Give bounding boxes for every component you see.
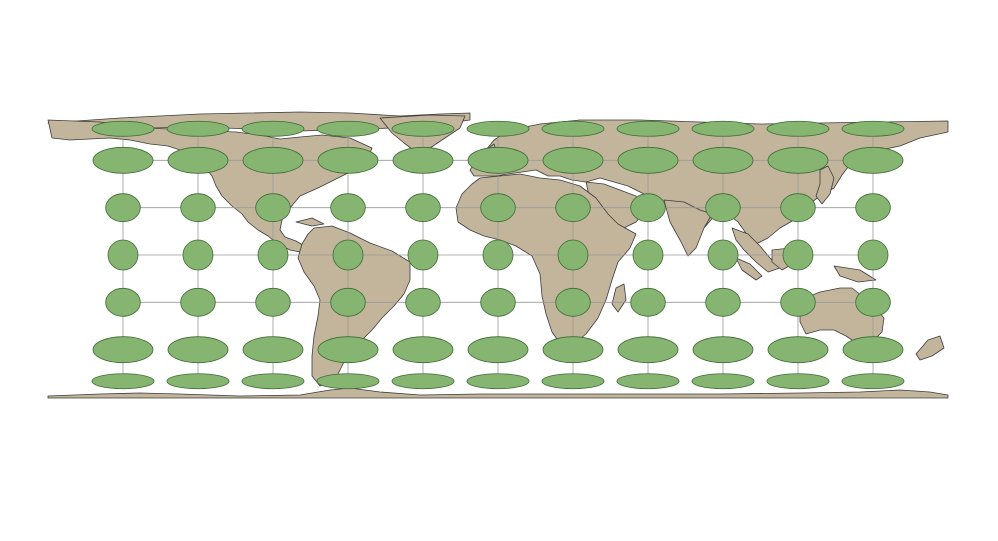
- tissot-indicatrix: [616, 373, 680, 390]
- tissot-indicatrix: [255, 287, 291, 317]
- tissot-indicatrix: [857, 239, 889, 271]
- tissot-indicatrix: [767, 146, 829, 174]
- tissot-indicatrix: [855, 193, 891, 223]
- tissot-indicatrix: [630, 193, 666, 223]
- new-zealand: [915, 335, 945, 361]
- tissot-indicatrix: [541, 120, 605, 137]
- tissot-indicatrix: [91, 120, 155, 137]
- tissot-indicatrix: [780, 287, 816, 317]
- tissot-indicatrix: [542, 146, 604, 174]
- tissot-indicatrix: [616, 120, 680, 137]
- tissot-indicatrix: [767, 336, 829, 364]
- tissot-indicatrix: [466, 120, 530, 137]
- tissot-indicatrix: [182, 239, 214, 271]
- tissot-indicatrix: [167, 336, 229, 364]
- tissot-indicatrix: [166, 120, 230, 137]
- india: [663, 199, 713, 257]
- tissot-indicatrix: [255, 193, 291, 223]
- southeast-asia: [731, 227, 781, 273]
- tissot-indicatrix: [466, 373, 530, 390]
- tissot-indicatrix: [467, 146, 529, 174]
- tissot-indicatrix: [541, 373, 605, 390]
- tissot-indicatrix: [766, 120, 830, 137]
- japan: [815, 165, 835, 205]
- tissot-indicatrix: [316, 120, 380, 137]
- tissot-indicatrix: [105, 287, 141, 317]
- tissot-indicatrix: [105, 193, 141, 223]
- tissot-indicatrix: [167, 146, 229, 174]
- tissot-indicatrix: [392, 336, 454, 364]
- tissot-indicatrix: [166, 373, 230, 390]
- tissot-indicatrix: [841, 120, 905, 137]
- tissot-indicatrix: [842, 146, 904, 174]
- tissot-indicatrix: [630, 287, 666, 317]
- tissot-indicatrix: [180, 193, 216, 223]
- tissot-indicatrix: [705, 287, 741, 317]
- tissot-indicatrix: [555, 287, 591, 317]
- tissot-indicatrix: [257, 239, 289, 271]
- tissot-indicatrix: [242, 336, 304, 364]
- tissot-indicatrix: [405, 193, 441, 223]
- tissot-indicatrix: [617, 336, 679, 364]
- tissot-indicatrix: [480, 287, 516, 317]
- tissot-indicatrix: [855, 287, 891, 317]
- tissot-indicatrix: [391, 120, 455, 137]
- tissot-indicatrix: [392, 146, 454, 174]
- tissot-indicatrix: [617, 146, 679, 174]
- tissot-indicatrix: [91, 373, 155, 390]
- tissot-indicatrix: [707, 239, 739, 271]
- tissot-indicatrix: [330, 287, 366, 317]
- tissot-indicatrix: [542, 336, 604, 364]
- tissot-indicatrix: [241, 373, 305, 390]
- tissot-indicatrix: [92, 146, 154, 174]
- tissot-indicatrix: [782, 239, 814, 271]
- tissot-indicatrix: [405, 287, 441, 317]
- tissot-indicatrix: [632, 239, 664, 271]
- tissot-indicatrix: [407, 239, 439, 271]
- tissot-indicatrix: [180, 287, 216, 317]
- madagascar: [611, 283, 627, 313]
- tissot-indicatrix: [316, 373, 380, 390]
- tissot-indicatrix: [332, 239, 364, 271]
- new-guinea: [833, 265, 877, 283]
- tissot-indicatrix: [780, 193, 816, 223]
- tissot-indicatrix: [467, 336, 529, 364]
- tissot-indicatrix: [692, 146, 754, 174]
- tissot-indicatrix: [107, 239, 139, 271]
- tissot-indicatrix: [691, 120, 755, 137]
- tissot-indicatrix: [705, 193, 741, 223]
- tissot-indicatrix: [691, 373, 755, 390]
- tissot-indicatrix: [842, 336, 904, 364]
- tissot-indicatrix: [241, 120, 305, 137]
- tissot-indicatrix: [841, 373, 905, 390]
- cuba: [295, 217, 325, 227]
- tissot-indicatrices: [91, 120, 905, 390]
- tissot-indicatrix: [92, 336, 154, 364]
- tissot-indicatrix: [766, 373, 830, 390]
- tissot-indicatrix: [555, 193, 591, 223]
- tissot-indicatrix: [480, 193, 516, 223]
- tissot-indicatrix: [317, 146, 379, 174]
- tissot-indicatrix: [482, 239, 514, 271]
- tissot-indicatrix: [242, 146, 304, 174]
- tissot-indicatrix: [330, 193, 366, 223]
- sumatra: [735, 257, 763, 281]
- tissot-indicatrix: [317, 336, 379, 364]
- tissot-indicatrix: [692, 336, 754, 364]
- tissot-indicatrix: [557, 239, 589, 271]
- antarctica: [47, 387, 949, 399]
- tissot-indicatrix: [391, 373, 455, 390]
